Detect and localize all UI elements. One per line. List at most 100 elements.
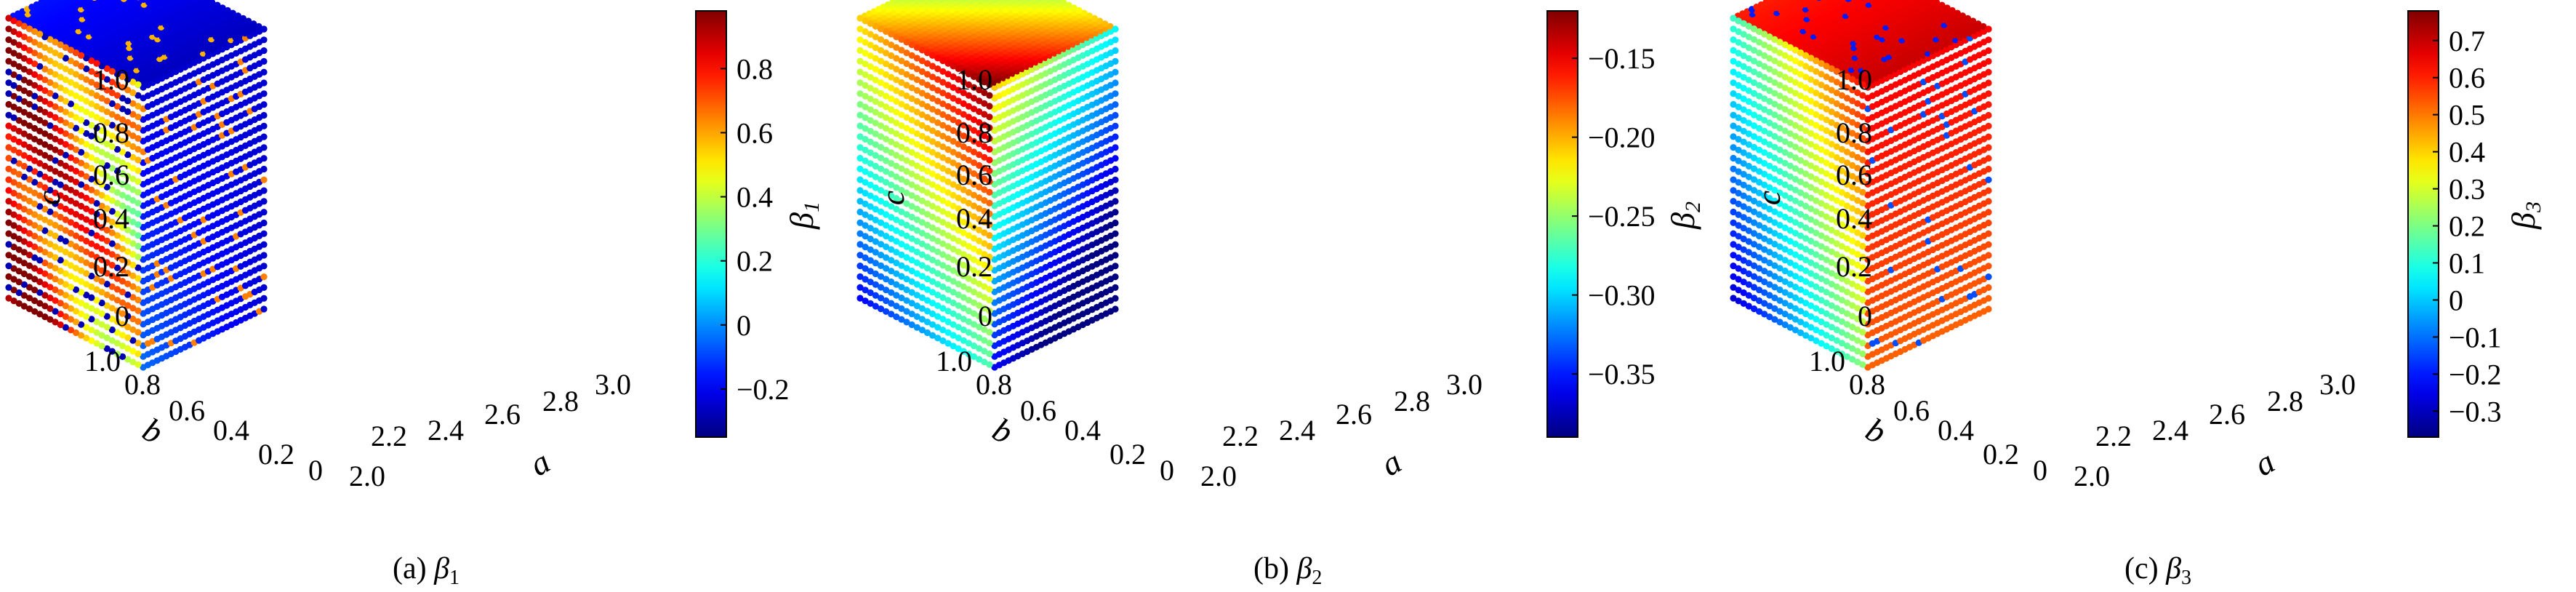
data-point [124, 270, 132, 277]
data-point [135, 242, 142, 250]
data-point [976, 205, 983, 212]
data-point [976, 237, 983, 244]
data-point [88, 79, 95, 86]
data-point [25, 154, 33, 161]
data-point [20, 281, 28, 288]
data-point [88, 327, 95, 334]
data-point [88, 229, 95, 236]
data-point [108, 251, 116, 258]
data-point [129, 79, 137, 86]
data-point [88, 143, 95, 151]
data-point [129, 229, 137, 236]
data-point [15, 300, 23, 307]
data-point [25, 176, 33, 183]
data-point [981, 175, 988, 183]
data-point [62, 130, 69, 137]
y-axis-label-b: b [987, 410, 1019, 451]
data-point [135, 253, 142, 260]
data-point [31, 276, 39, 283]
data-point [98, 137, 105, 145]
data-point [1112, 230, 1119, 237]
data-point [986, 145, 993, 153]
data-point [92, 0, 97, 1]
data-point [31, 49, 39, 57]
z-tick-label: 0.4 [93, 202, 129, 235]
y-tick-label: 1.0 [84, 345, 121, 377]
colorbar-label-symbol: β [783, 212, 820, 230]
data-point [135, 286, 142, 293]
data-point [52, 200, 59, 207]
data-point [20, 173, 28, 180]
y-tick-label: 0 [308, 454, 323, 487]
data-point [41, 313, 49, 321]
colorbar-label-sub: 2 [1681, 201, 1705, 212]
data-point [36, 300, 44, 307]
data-point [986, 81, 993, 88]
data-point [78, 159, 85, 167]
data-point [25, 219, 33, 226]
z-tick-label: 0 [978, 300, 992, 332]
x-tick-label: 2.8 [1394, 385, 1430, 417]
data-point [78, 52, 85, 59]
data-point [93, 103, 100, 110]
data-point [57, 235, 64, 242]
data-point [41, 238, 49, 245]
data-point [78, 84, 85, 92]
data-point [124, 248, 132, 255]
data-point [62, 216, 69, 223]
data-point [10, 190, 17, 197]
data-point [52, 297, 59, 304]
data-point [41, 141, 49, 148]
data-point [103, 281, 111, 288]
data-point [93, 146, 100, 153]
data-point [239, 15, 247, 22]
data-point [41, 151, 49, 159]
data-point [10, 60, 17, 68]
data-point [57, 192, 64, 199]
data-point [72, 71, 80, 78]
data-point [10, 135, 17, 143]
x-axis-label-b: a [1375, 443, 1408, 484]
data-point [10, 157, 17, 164]
data-point [83, 194, 90, 201]
data-point [20, 216, 28, 224]
data-point [67, 197, 74, 204]
data-point [260, 209, 268, 216]
data-point [52, 49, 59, 57]
data-point [260, 111, 268, 119]
data-point [98, 202, 105, 209]
data-point [31, 254, 39, 261]
data-point [103, 237, 111, 244]
data-point [119, 213, 127, 220]
data-point [88, 337, 95, 345]
data-point [78, 310, 85, 318]
data-point [124, 215, 132, 223]
data-point [986, 275, 993, 282]
data-point [31, 179, 39, 186]
data-point [67, 57, 74, 65]
data-point [88, 273, 95, 280]
data-point [83, 173, 90, 180]
data-point [78, 95, 85, 102]
data-point [25, 100, 33, 108]
data-point [250, 20, 257, 28]
data-point [986, 340, 993, 347]
data-point [36, 63, 44, 70]
data-point [31, 124, 39, 132]
data-point [103, 226, 111, 234]
data-point [976, 140, 983, 148]
data-point [856, 295, 864, 302]
data-point [119, 343, 127, 350]
data-point [103, 345, 111, 352]
data-point [41, 97, 49, 105]
x-tick-label: 2.6 [484, 398, 521, 431]
data-point [113, 156, 121, 164]
data-point [129, 240, 137, 247]
data-point [20, 303, 28, 310]
data-point [970, 288, 978, 296]
z-tick-label: 0 [115, 300, 129, 332]
colorbar-tick-label: 0 [737, 309, 751, 342]
data-point [119, 310, 127, 317]
data-point [856, 241, 864, 248]
data-point [103, 248, 111, 255]
